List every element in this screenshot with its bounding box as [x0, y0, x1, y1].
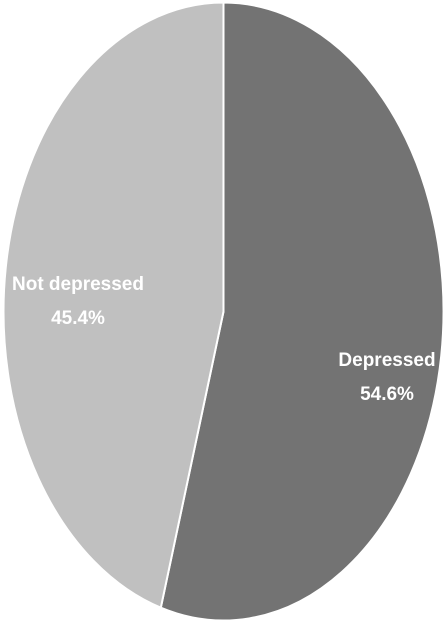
slice-label-depressed: Depressed — [338, 350, 435, 371]
slice-value-not-depressed: 45.4% — [51, 308, 105, 329]
slice-label-not-depressed: Not depressed — [12, 274, 144, 295]
pie-slice-depressed — [159, 1, 445, 622]
slice-value-depressed: 54.6% — [360, 384, 414, 405]
pie-slice-not-depressed — [2, 1, 225, 610]
pie-labels: Depressed 54.6% Not depressed 45.4% — [12, 274, 436, 405]
